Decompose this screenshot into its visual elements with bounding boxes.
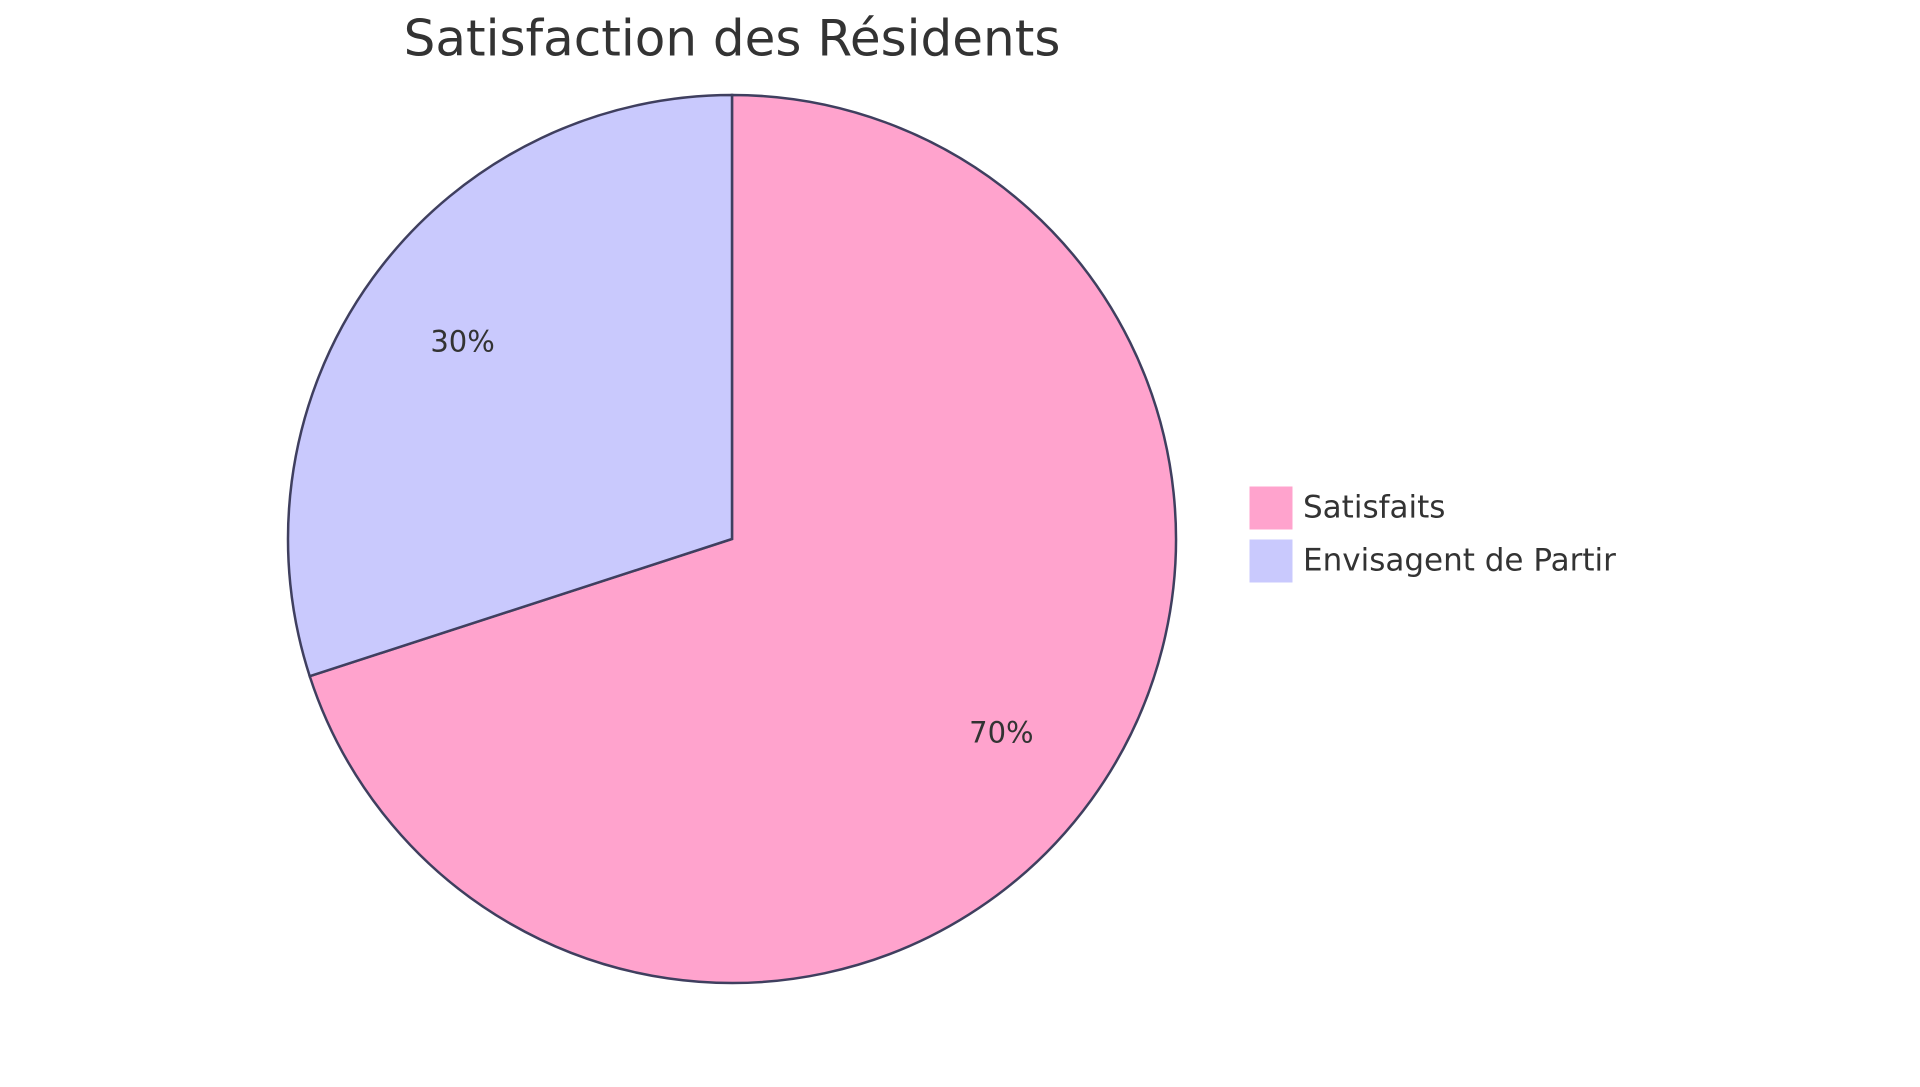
slice-label: 70% [969,716,1033,750]
legend-swatch [1248,485,1294,531]
legend-swatch [1248,538,1294,584]
legend-label: Envisagent de Partir [1303,543,1616,579]
pie-slice [286,93,734,678]
chart-title: Satisfaction des Résidents [404,10,1061,68]
slice-label: 30% [430,324,494,358]
pie-slice [308,93,1178,985]
legend-label: Satisfaits [1303,490,1445,526]
